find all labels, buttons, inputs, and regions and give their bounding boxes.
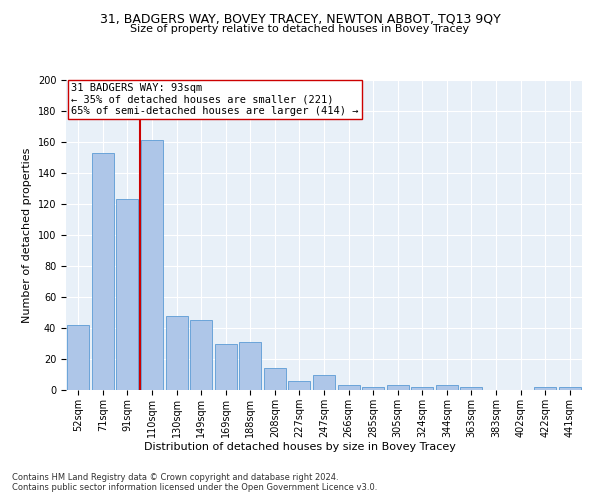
Bar [264, 368, 286, 390]
Bar [534, 387, 556, 390]
Bar [386, 386, 409, 390]
Text: 31 BADGERS WAY: 93sqm
← 35% of detached houses are smaller (221)
65% of semi-det: 31 BADGERS WAY: 93sqm ← 35% of detached … [71, 83, 359, 116]
Bar [559, 387, 581, 390]
Bar [215, 344, 237, 390]
Bar [313, 374, 335, 390]
Bar [411, 387, 433, 390]
Bar [92, 153, 114, 390]
Bar [289, 380, 310, 390]
Bar [116, 200, 139, 390]
Bar [362, 387, 384, 390]
Text: Contains HM Land Registry data © Crown copyright and database right 2024.: Contains HM Land Registry data © Crown c… [12, 472, 338, 482]
Text: 31, BADGERS WAY, BOVEY TRACEY, NEWTON ABBOT, TQ13 9QY: 31, BADGERS WAY, BOVEY TRACEY, NEWTON AB… [100, 12, 500, 26]
Bar [436, 386, 458, 390]
Text: Contains public sector information licensed under the Open Government Licence v3: Contains public sector information licen… [12, 484, 377, 492]
Bar [141, 140, 163, 390]
Bar [190, 320, 212, 390]
Bar [460, 387, 482, 390]
Bar [67, 325, 89, 390]
Y-axis label: Number of detached properties: Number of detached properties [22, 148, 32, 322]
Bar [166, 316, 188, 390]
Text: Distribution of detached houses by size in Bovey Tracey: Distribution of detached houses by size … [144, 442, 456, 452]
Text: Size of property relative to detached houses in Bovey Tracey: Size of property relative to detached ho… [130, 24, 470, 34]
Bar [338, 386, 359, 390]
Bar [239, 342, 262, 390]
